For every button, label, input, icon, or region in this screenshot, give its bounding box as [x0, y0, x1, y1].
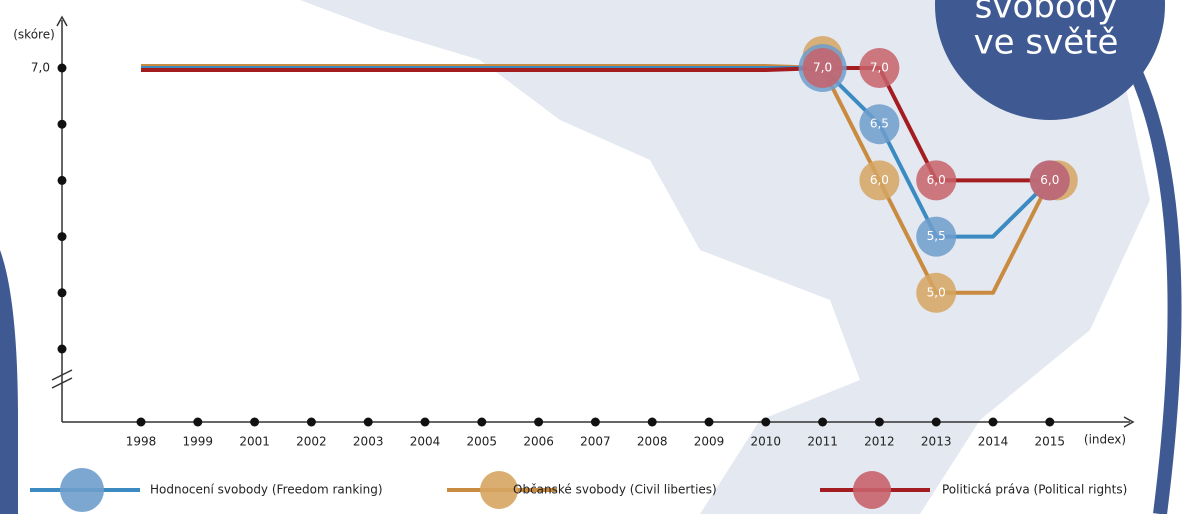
y-tick	[57, 63, 67, 73]
bubble	[1029, 160, 1070, 201]
series-line	[141, 66, 1050, 183]
value-label: 6,5	[870, 117, 889, 131]
x-tick-label: 1999	[183, 435, 214, 449]
left-band	[0, 250, 18, 514]
x-tick-label: 2009	[694, 435, 725, 449]
badge-text: ve světě	[974, 23, 1119, 63]
y-tick	[57, 119, 67, 129]
x-tick-label: 2008	[637, 435, 668, 449]
value-label: 7,0	[813, 61, 832, 75]
value-label: 7,0	[870, 61, 889, 75]
map-background	[300, 0, 1150, 514]
y-axis-label: (skóre)	[13, 28, 55, 42]
legend-bubble	[480, 471, 518, 509]
y-tick	[57, 175, 67, 185]
y-tick	[57, 232, 67, 242]
bubble	[859, 104, 900, 145]
x-tick-label: 2010	[751, 435, 782, 449]
legend-label: Politická práva (Political rights)	[942, 483, 1127, 497]
x-tick	[136, 417, 146, 427]
legend-bubble	[60, 468, 104, 512]
x-axis-label: (index)	[1084, 433, 1126, 447]
y-tick	[57, 344, 67, 354]
x-tick-label: 2013	[921, 435, 952, 449]
x-tick-label: 1998	[126, 435, 157, 449]
value-label: 5,5	[927, 229, 946, 243]
x-tick	[874, 417, 884, 427]
bubble	[916, 160, 957, 201]
x-tick	[647, 417, 657, 427]
right-arc	[1123, 56, 1182, 514]
bubble	[916, 272, 957, 313]
value-label: 5,0	[927, 285, 946, 299]
x-tick-label: 2007	[580, 435, 611, 449]
x-tick	[590, 417, 600, 427]
bubble	[802, 48, 843, 88]
x-tick-label: 2004	[410, 435, 441, 449]
x-tick-label: 2011	[807, 435, 838, 449]
y-arrow	[56, 15, 68, 27]
bubble	[916, 216, 957, 257]
x-tick-label: 2003	[353, 435, 384, 449]
legend-bubble	[853, 471, 891, 509]
x-tick	[988, 417, 998, 427]
x-tick	[761, 417, 771, 427]
x-tick	[306, 417, 316, 427]
x-tick-label: 2012	[864, 435, 895, 449]
value-label: 6,0	[1040, 173, 1059, 187]
x-tick-label: 2005	[467, 435, 498, 449]
legend-label: Hodnocení svobody (Freedom ranking)	[150, 483, 383, 497]
value-label: 6,0	[927, 173, 946, 187]
x-tick-label: 2014	[978, 435, 1009, 449]
x-tick-label: 2006	[523, 435, 554, 449]
y-tick	[57, 288, 67, 298]
x-tick	[250, 417, 260, 427]
bubble	[859, 160, 900, 201]
x-tick	[420, 417, 430, 427]
axis-break	[51, 369, 73, 389]
bubble	[859, 48, 900, 88]
x-tick	[193, 417, 203, 427]
x-tick	[534, 417, 544, 427]
x-tick	[931, 417, 941, 427]
x-tick	[363, 417, 373, 427]
value-label: 6,0	[870, 173, 889, 187]
x-tick-label: 2002	[296, 435, 327, 449]
badge-circle	[935, 0, 1165, 120]
x-tick	[818, 417, 828, 427]
y-tick-label: 7,0	[31, 61, 50, 75]
legend-label: Občanské svobody (Civil liberties)	[513, 483, 717, 497]
x-tick	[477, 417, 487, 427]
x-tick	[704, 417, 714, 427]
x-tick	[1045, 417, 1055, 427]
x-arrow	[1123, 416, 1135, 428]
x-tick-label: 2015	[1035, 435, 1066, 449]
badge-text: svobody	[975, 0, 1118, 27]
x-tick-label: 2001	[239, 435, 270, 449]
